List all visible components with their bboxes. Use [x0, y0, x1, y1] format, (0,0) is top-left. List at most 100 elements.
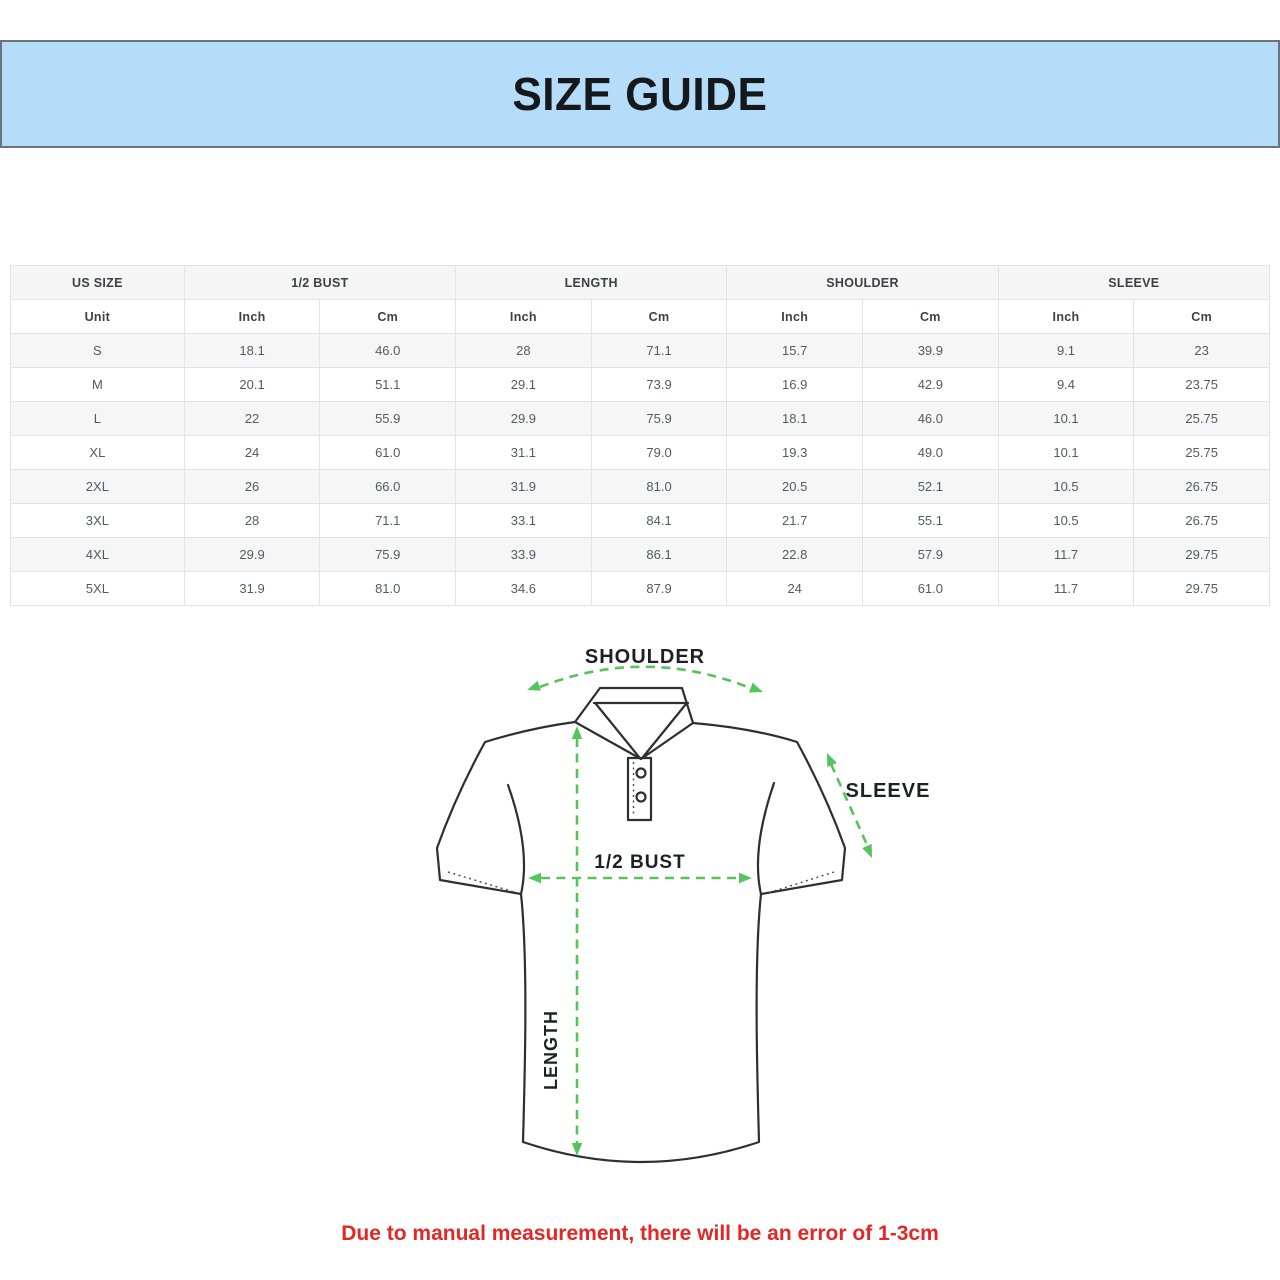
value-cell: 66.0 — [319, 469, 457, 504]
right-cuff-stitch — [767, 871, 835, 894]
table-row: 3XL 28 71.1 33.1 84.1 21.7 55.1 10.5 26.… — [10, 503, 1270, 538]
value-cell: 61.0 — [862, 571, 999, 606]
value-cell: 9.4 — [997, 367, 1135, 402]
shoulder-label: SHOULDER — [585, 646, 705, 668]
arrowhead — [571, 1143, 583, 1156]
button — [635, 767, 647, 779]
value-cell: 86.1 — [590, 537, 728, 572]
unit-header: Cm — [319, 299, 457, 334]
sleeve-measure-line — [829, 763, 870, 848]
table-row: 4XL 29.9 75.9 33.9 86.1 22.8 57.9 11.7 2… — [10, 537, 1270, 572]
column-header-shoulder: SHOULDER — [726, 265, 999, 300]
left-armhole-seam — [506, 783, 526, 896]
value-cell: 31.9 — [183, 571, 321, 606]
table-unit-row: Unit Inch Cm Inch Cm Inch Cm Inch Cm — [10, 299, 1270, 334]
size-cell: M — [10, 367, 185, 402]
value-cell: 49.0 — [862, 435, 999, 470]
size-cell: L — [10, 401, 185, 436]
table-row: 2XL 26 66.0 31.9 81.0 20.5 52.1 10.5 26.… — [10, 469, 1270, 504]
placket — [626, 756, 653, 822]
value-cell: 31.1 — [455, 435, 592, 470]
unit-header: Cm — [1133, 299, 1270, 334]
table-row: XL 24 61.0 31.1 79.0 19.3 49.0 10.1 25.7… — [10, 435, 1270, 470]
length-label: LENGTH — [541, 1010, 561, 1090]
value-cell: 26 — [183, 469, 321, 504]
value-cell: 22 — [183, 401, 321, 436]
value-cell: 51.1 — [319, 367, 457, 402]
value-cell: 79.0 — [590, 435, 728, 470]
value-cell: 29.9 — [183, 537, 321, 572]
value-cell: 23.75 — [1133, 367, 1270, 402]
unit-header: Cm — [590, 299, 728, 334]
column-header-us-size: US SIZE — [10, 265, 185, 300]
collar-fold-left — [594, 702, 641, 759]
sleeve-label: SLEEVE — [846, 780, 931, 802]
bust-label: 1/2 BUST — [594, 852, 685, 873]
value-cell: 29.1 — [455, 367, 592, 402]
value-cell: 28 — [455, 333, 592, 368]
value-cell: 81.0 — [319, 571, 457, 606]
value-cell: 25.75 — [1133, 401, 1270, 436]
value-cell: 10.5 — [997, 503, 1135, 538]
value-cell: 42.9 — [862, 367, 999, 402]
value-cell: 26.75 — [1133, 503, 1270, 538]
size-cell: 4XL — [10, 537, 185, 572]
value-cell: 20.1 — [183, 367, 321, 402]
value-cell: 29.75 — [1133, 537, 1270, 572]
value-cell: 61.0 — [319, 435, 457, 470]
measurement-arrows — [527, 665, 872, 1156]
value-cell: 55.1 — [862, 503, 999, 538]
table-row: 5XL 31.9 81.0 34.6 87.9 24 61.0 11.7 29.… — [10, 571, 1270, 606]
shirt-outline — [435, 686, 847, 1164]
value-cell: 71.1 — [590, 333, 728, 368]
value-cell: 24 — [183, 435, 321, 470]
size-cell: XL — [10, 435, 185, 470]
value-cell: 75.9 — [590, 401, 728, 436]
value-cell: 24 — [726, 571, 864, 606]
value-cell: 57.9 — [862, 537, 999, 572]
value-cell: 73.9 — [590, 367, 728, 402]
unit-header: Inch — [183, 299, 321, 334]
value-cell: 19.3 — [726, 435, 864, 470]
size-cell: 5XL — [10, 571, 185, 606]
right-armhole-seam — [756, 781, 776, 896]
value-cell: 11.7 — [997, 537, 1135, 572]
page-title: SIZE GUIDE — [512, 68, 768, 120]
value-cell: 10.1 — [997, 401, 1135, 436]
arrowhead — [739, 872, 752, 884]
value-cell: 71.1 — [319, 503, 457, 538]
column-header-sleeve: SLEEVE — [997, 265, 1271, 300]
unit-header: Inch — [455, 299, 592, 334]
value-cell: 10.5 — [997, 469, 1135, 504]
arrowhead — [827, 753, 837, 767]
left-cuff-stitch — [447, 871, 515, 893]
shirt-body — [435, 720, 847, 1164]
unit-header: Cm — [862, 299, 999, 334]
arrowhead — [862, 844, 872, 858]
unit-header: Inch — [726, 299, 864, 334]
value-cell: 46.0 — [862, 401, 999, 436]
column-header-bust: 1/2 BUST — [183, 265, 457, 300]
arrowhead — [528, 872, 541, 884]
value-cell: 10.1 — [997, 435, 1135, 470]
value-cell: 23 — [1133, 333, 1270, 368]
button — [635, 791, 647, 803]
value-cell: 34.6 — [455, 571, 592, 606]
polo-shirt-diagram: SHOULDER SLEEVE 1/2 BUST LENGTH — [435, 646, 931, 1164]
collar — [573, 686, 695, 761]
table-row: S 18.1 46.0 28 71.1 15.7 39.9 9.1 23 — [10, 333, 1270, 368]
table-row: M 20.1 51.1 29.1 73.9 16.9 42.9 9.4 23.7… — [10, 367, 1270, 402]
value-cell: 33.9 — [455, 537, 592, 572]
value-cell: 18.1 — [183, 333, 321, 368]
arrowhead — [749, 682, 763, 693]
size-cell: 3XL — [10, 503, 185, 538]
arrowhead — [571, 726, 583, 739]
value-cell: 21.7 — [726, 503, 864, 538]
measurement-note: Due to manual measurement, there will be… — [341, 1222, 939, 1245]
collar-fold-right — [641, 702, 688, 759]
unit-header: Unit — [10, 299, 185, 334]
size-cell: 2XL — [10, 469, 185, 504]
shoulder-measure-line — [539, 665, 751, 690]
value-cell: 29.9 — [455, 401, 592, 436]
value-cell: 18.1 — [726, 401, 864, 436]
